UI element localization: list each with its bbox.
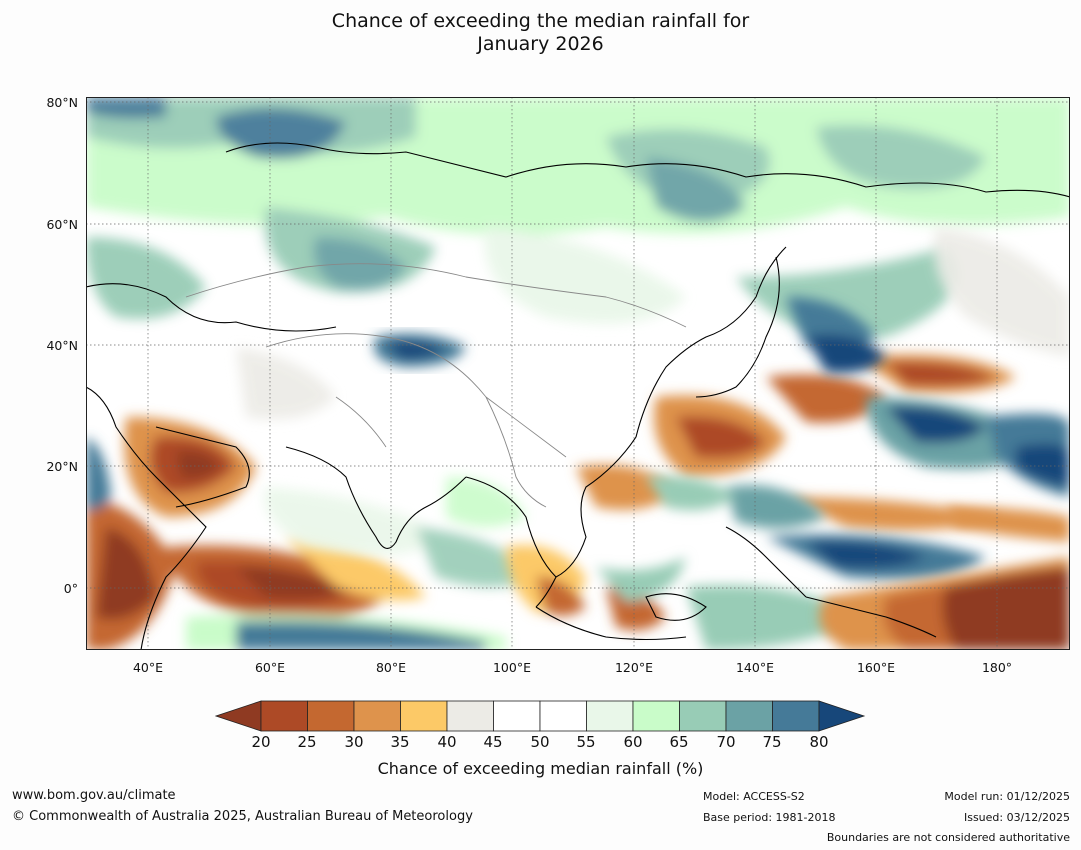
- colorbar-segment-60-65: [632, 700, 680, 732]
- cb-tick-40: 40: [437, 733, 457, 751]
- cb-tick-60: 60: [623, 733, 643, 751]
- title-line-2: January 2026: [477, 33, 604, 55]
- cb-tick-70: 70: [716, 733, 736, 751]
- chart-title: Chance of exceeding the median rainfall …: [0, 10, 1081, 56]
- model-run-text: Model run: 01/12/2025: [944, 790, 1070, 803]
- colorbar-over-arrow: [818, 700, 866, 732]
- colorbar-segment-75-80: [772, 700, 820, 732]
- issued-text: Issued: 03/12/2025: [963, 811, 1070, 824]
- model-text: Model: ACCESS-S2: [703, 790, 805, 803]
- colorbar-segment-20-25: [260, 700, 308, 732]
- base-period-text: Base period: 1981-2018: [703, 811, 836, 824]
- lon-label-80e: 80°E: [375, 660, 407, 675]
- lat-label-40n: 40°N: [46, 338, 78, 353]
- lon-label-160e: 160°E: [856, 660, 895, 675]
- colorbar-segment-70-75: [725, 700, 773, 732]
- colorbar-segment-55-60: [586, 700, 634, 732]
- coastlines: [86, 142, 1070, 650]
- colorbar-segment-35-40: [400, 700, 448, 732]
- lon-label-120e: 120°E: [614, 660, 653, 675]
- copyright-text: © Commonwealth of Australia 2025, Austra…: [12, 809, 473, 824]
- lon-label-180: 180°: [981, 660, 1013, 675]
- lon-label-60e: 60°E: [254, 660, 286, 675]
- lon-label-100e: 100°E: [492, 660, 531, 675]
- colorbar-segment-65-70: [679, 700, 727, 732]
- lat-label-60n: 60°N: [46, 217, 78, 232]
- cb-tick-35: 35: [390, 733, 410, 751]
- cb-tick-25: 25: [297, 733, 317, 751]
- cb-tick-50: 50: [530, 733, 550, 751]
- rainfall-map: [86, 97, 1070, 650]
- cb-tick-45: 45: [483, 733, 503, 751]
- colorbar-under-arrow: [215, 700, 262, 732]
- cb-tick-75: 75: [762, 733, 782, 751]
- colorbar-label: Chance of exceeding median rainfall (%): [377, 759, 704, 778]
- cb-tick-80: 80: [809, 733, 829, 751]
- lon-label-140e: 140°E: [735, 660, 774, 675]
- lat-label-80n: 80°N: [46, 95, 78, 110]
- graticule: [86, 97, 1070, 650]
- country-borders: [185, 263, 687, 508]
- colorbar-segment-25-30: [307, 700, 355, 732]
- colorbar-segment-50-55: [539, 700, 587, 732]
- cb-tick-30: 30: [344, 733, 364, 751]
- lat-label-0: 0°: [63, 581, 78, 596]
- colorbar-segment-40-45: [446, 700, 494, 732]
- cb-tick-20: 20: [251, 733, 271, 751]
- lon-label-40e: 40°E: [132, 660, 164, 675]
- website-link[interactable]: www.bom.gov.au/climate: [12, 788, 176, 803]
- colorbar-segment-30-35: [353, 700, 401, 732]
- colorbar-segment-45-50: [493, 700, 541, 732]
- map-frame: [86, 97, 1070, 650]
- disclaimer-text: Boundaries are not considered authoritat…: [826, 831, 1070, 844]
- cb-tick-65: 65: [669, 733, 689, 751]
- colorbar: [215, 700, 866, 732]
- lat-label-20n: 20°N: [46, 459, 78, 474]
- title-line-1: Chance of exceeding the median rainfall …: [331, 10, 750, 32]
- cb-tick-55: 55: [576, 733, 596, 751]
- probability-shading: [86, 97, 1070, 650]
